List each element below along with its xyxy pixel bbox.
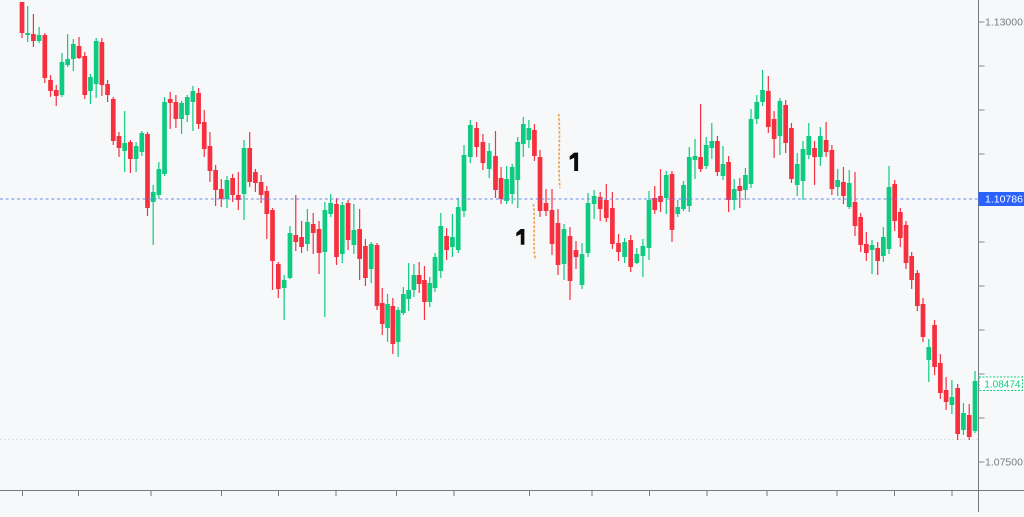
svg-text:1.10786: 1.10786 xyxy=(985,194,1023,206)
svg-text:1.08474: 1.08474 xyxy=(984,379,1021,390)
svg-text:1.13000: 1.13000 xyxy=(985,17,1023,29)
svg-text:1.07500: 1.07500 xyxy=(985,457,1023,469)
